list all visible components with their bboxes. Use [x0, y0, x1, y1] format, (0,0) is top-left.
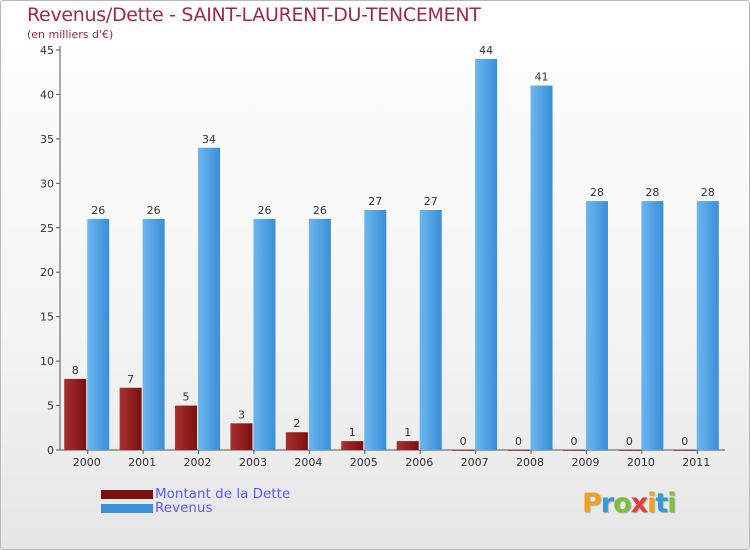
bar-debt	[230, 423, 253, 450]
data-label-debt: 1	[404, 426, 411, 439]
data-label-revenue: 27	[368, 195, 382, 208]
logo-letter: i	[667, 488, 676, 519]
legend-item-debt: Montant de la Dette	[101, 486, 290, 502]
data-label-debt: 0	[681, 435, 688, 448]
x-tick-label: 2008	[516, 456, 544, 469]
data-label-revenue: 34	[202, 133, 216, 146]
logo-letter: i	[647, 488, 656, 519]
x-tick-label: 2007	[461, 456, 489, 469]
logo-letter: o	[613, 488, 632, 519]
data-label-debt: 8	[72, 364, 79, 377]
data-label-debt: 7	[127, 373, 134, 386]
x-tick-label: 2005	[350, 456, 378, 469]
data-label-revenue: 28	[590, 186, 604, 199]
legend-swatch-debt	[101, 489, 153, 499]
data-label-debt: 3	[238, 408, 245, 421]
bar-revenue	[419, 210, 442, 450]
data-label-debt: 0	[460, 435, 467, 448]
data-label-revenue: 28	[645, 186, 659, 199]
bar-debt	[396, 441, 419, 450]
legend-label-revenue: Revenus	[155, 500, 213, 516]
x-tick-label: 2010	[627, 456, 655, 469]
legend-swatch-revenue	[101, 503, 153, 513]
data-label-revenue: 27	[424, 195, 438, 208]
bar-revenue	[475, 58, 498, 451]
x-tick-label: 2006	[405, 456, 433, 469]
y-tick-label: 45	[40, 44, 54, 57]
x-tick-label: 2002	[184, 456, 212, 469]
data-label-debt: 0	[515, 435, 522, 448]
bar-debt	[452, 450, 475, 451]
data-label-debt: 5	[183, 391, 190, 404]
data-label-debt: 1	[349, 426, 356, 439]
data-label-revenue: 26	[147, 204, 161, 217]
bar-debt	[285, 432, 308, 450]
data-label-debt: 0	[570, 435, 577, 448]
bar-revenue	[530, 85, 553, 451]
bar-revenue	[198, 147, 221, 450]
chart-title: Revenus/Dette - SAINT-LAURENT-DU-TENCEME…	[27, 4, 481, 26]
bar-revenue	[87, 218, 110, 450]
bar-revenue	[696, 201, 719, 450]
y-tick-label: 15	[40, 311, 54, 324]
bar-debt	[618, 450, 641, 451]
bar-debt	[341, 441, 364, 450]
chart-subtitle: (en milliers d'€)	[27, 28, 114, 41]
data-label-revenue: 44	[479, 44, 493, 57]
logo-letter: P	[582, 488, 602, 519]
x-tick-label: 2011	[682, 456, 710, 469]
y-tick-label: 35	[40, 133, 54, 146]
data-label-revenue: 26	[91, 204, 105, 217]
bar-debt	[673, 450, 696, 451]
data-label-revenue: 26	[313, 204, 327, 217]
bar-revenue	[308, 218, 331, 450]
y-tick-label: 10	[40, 355, 54, 368]
legend-item-revenue: Revenus	[101, 500, 213, 516]
legend-label-debt: Montant de la Dette	[155, 486, 291, 502]
x-tick-label: 2004	[294, 456, 322, 469]
bar-debt	[562, 450, 585, 451]
x-tick-label: 2000	[73, 456, 101, 469]
bar-revenue	[641, 201, 664, 450]
bar-revenue	[253, 218, 276, 450]
y-tick-label: 30	[40, 177, 54, 190]
data-label-revenue: 41	[535, 71, 549, 84]
bar-revenue	[142, 218, 165, 450]
x-tick-label: 2001	[128, 456, 156, 469]
bar-revenue	[364, 210, 387, 450]
x-tick-label: 2003	[239, 456, 267, 469]
x-tick-label: 2009	[571, 456, 599, 469]
bar-revenue	[585, 201, 608, 450]
logo-letter: r	[600, 488, 614, 519]
logo-letter: x	[630, 488, 648, 519]
proxiti-logo: Proxiti	[582, 488, 677, 519]
y-tick-label: 20	[40, 266, 54, 279]
data-label-revenue: 26	[257, 204, 271, 217]
data-label-revenue: 28	[701, 186, 715, 199]
y-tick-label: 5	[47, 400, 54, 413]
data-label-debt: 0	[626, 435, 633, 448]
y-tick-label: 0	[47, 444, 54, 457]
bar-debt	[119, 387, 142, 450]
bar-debt	[507, 450, 530, 451]
y-tick-label: 40	[40, 88, 54, 101]
data-label-debt: 2	[293, 417, 300, 430]
y-tick-label: 25	[40, 222, 54, 235]
bar-debt	[64, 378, 87, 450]
bar-debt	[175, 405, 198, 450]
logo-letter: t	[655, 488, 668, 519]
